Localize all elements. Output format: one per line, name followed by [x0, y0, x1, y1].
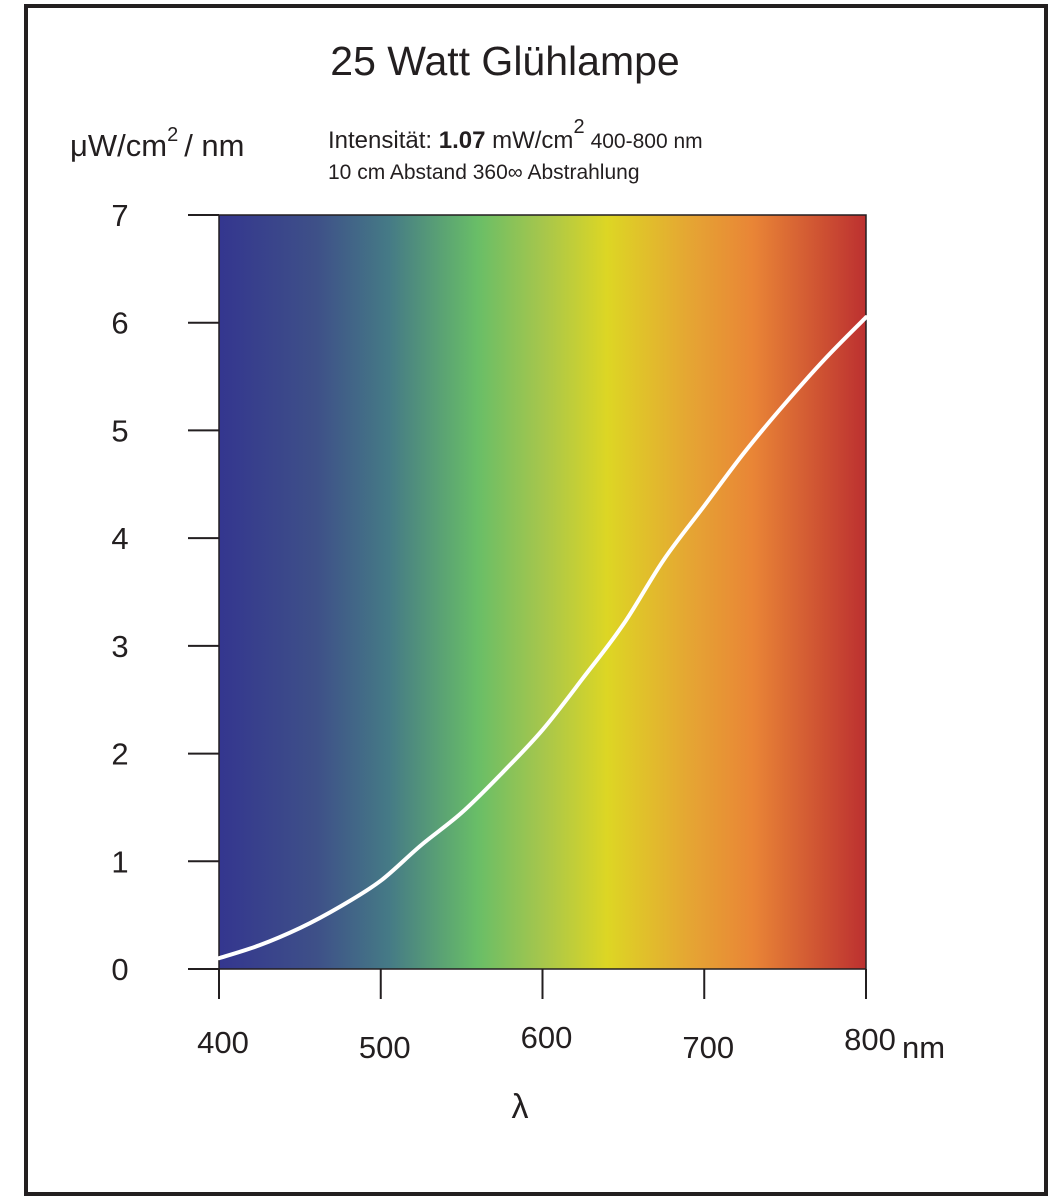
intensity-sup: 2	[573, 116, 584, 138]
y-tick-label-2: 2	[111, 737, 128, 772]
y-axis-label: μW/cm2 / nm	[70, 124, 244, 163]
data-point-14	[783, 402, 787, 406]
data-point-10	[621, 622, 625, 626]
x-axis-label: λ	[512, 1088, 529, 1126]
data-point-13	[743, 450, 747, 454]
intensity-curve	[217, 315, 868, 961]
spectrum-background	[218, 214, 867, 970]
y-axis-label-rest: / nm	[184, 128, 244, 163]
y-tick-label-7: 7	[111, 198, 128, 233]
x-tick-label-4: 800	[844, 1022, 896, 1057]
intensity-range: 400-800 nm	[591, 130, 703, 153]
y-tick-label-0: 0	[111, 952, 128, 987]
x-tick-label-0: 400	[197, 1025, 249, 1060]
intensity-prefix: Intensität:	[328, 127, 439, 154]
data-point-1	[257, 943, 261, 947]
data-point-15	[824, 356, 828, 360]
distance-annotation: 10 cm Abstand 360∞ Abstrahlung	[328, 161, 640, 184]
x-axis-unit: nm	[902, 1030, 945, 1065]
y-tick-label-3: 3	[111, 629, 128, 664]
data-point-9	[581, 676, 585, 680]
y-tick-label-6: 6	[111, 306, 128, 341]
y-tick-label-5: 5	[111, 413, 128, 448]
chart-title: 25 Watt Glühlampe	[330, 38, 679, 84]
data-point-8	[541, 728, 545, 732]
y-axis-label-main: μW/cm	[70, 128, 167, 163]
x-tick-label-2: 600	[521, 1020, 573, 1055]
data-point-16	[864, 315, 868, 319]
data-point-0	[217, 956, 221, 960]
x-tick-label-1: 500	[359, 1030, 411, 1065]
intensity-unit: mW/cm	[485, 127, 573, 154]
y-axis-label-sup: 2	[167, 124, 178, 146]
y-axis: 0 1 2 3 4 5 6 7	[111, 198, 219, 987]
data-point-3	[338, 905, 342, 909]
data-point-4	[379, 879, 383, 883]
data-point-5	[419, 843, 423, 847]
intensity-value: 1.07	[439, 127, 486, 154]
intensity-annotation: Intensität: 1.07 mW/cm2 400-800 nm	[328, 116, 703, 154]
y-tick-label-4: 4	[111, 521, 128, 556]
x-tick-label-3: 700	[682, 1030, 734, 1065]
y-tick-label-1: 1	[111, 844, 128, 879]
data-point-12	[702, 504, 706, 508]
data-point-11	[662, 558, 666, 562]
data-point-2	[298, 926, 302, 930]
data-point-6	[460, 811, 464, 815]
x-axis: 400 500 600 700 800	[197, 969, 896, 1065]
data-point-7	[500, 771, 504, 775]
